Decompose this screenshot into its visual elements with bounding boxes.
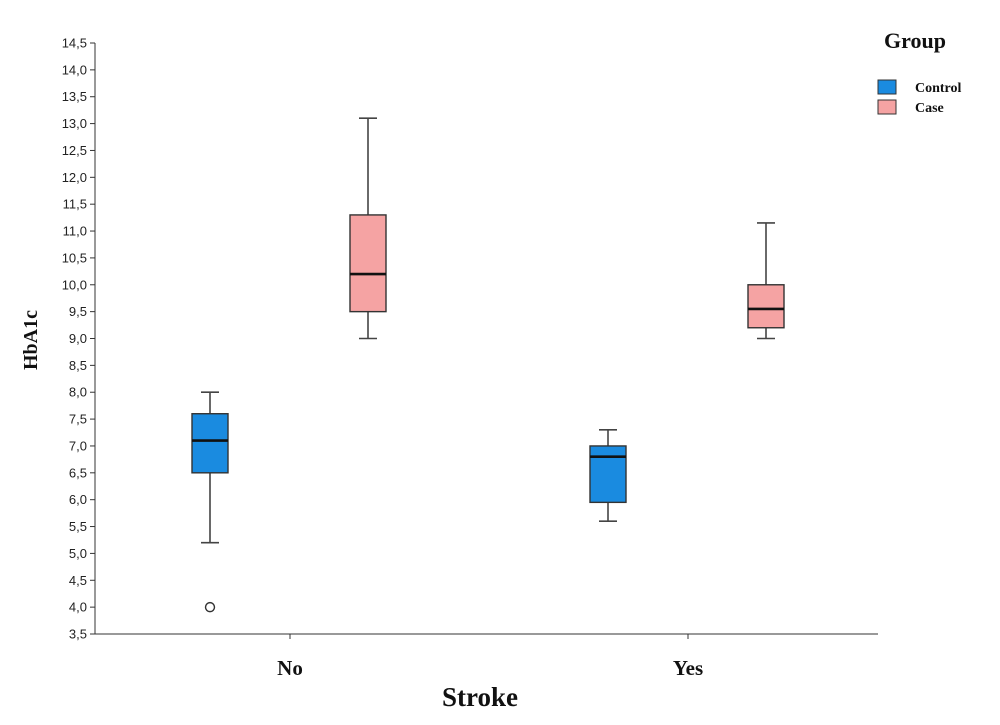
y-tick-label: 6,5 <box>69 465 87 480</box>
y-tick-label: 11,5 <box>63 197 87 212</box>
box-case-yes <box>747 222 785 340</box>
y-tick-label: 12,5 <box>62 143 87 158</box>
box-iqr <box>589 445 627 504</box>
box-control-no <box>191 391 229 613</box>
box-iqr <box>349 214 387 313</box>
y-axis: 3,5 4,0 4,5 5,0 5,5 6,0 6,5 7,0 7,5 8,0 8,5 9,0 9,5 1… <box>62 36 96 642</box>
y-tick-label: 12,0 <box>62 170 87 185</box>
legend-swatch-control <box>877 79 897 95</box>
y-tick-label: 4,5 <box>69 573 87 588</box>
legend-swatch-case <box>877 99 897 115</box>
legend-label-case: Case <box>915 101 944 116</box>
y-tick-label: 8,5 <box>69 358 87 373</box>
box-iqr <box>747 284 785 329</box>
y-tick-label: 10,0 <box>62 277 87 292</box>
y-tick-label: 13,5 <box>62 89 87 104</box>
y-tick-label: 5,0 <box>69 546 87 561</box>
y-tick-label: 8,0 <box>69 385 87 400</box>
y-tick-label: 4,0 <box>69 600 87 615</box>
x-tick-label: Yes <box>673 656 703 680</box>
y-tick-label: 7,0 <box>69 438 87 453</box>
box-case-no <box>349 117 387 340</box>
y-tick-label: 10,5 <box>62 250 87 265</box>
y-tick-label: 3,5 <box>69 627 87 642</box>
x-axis-title: Stroke <box>442 682 518 712</box>
y-tick-label: 11,0 <box>63 224 87 239</box>
y-tick-label: 14,5 <box>62 36 87 51</box>
box-control-yes <box>589 429 627 522</box>
box-iqr <box>191 413 229 474</box>
y-tick-label: 9,5 <box>69 304 87 319</box>
legend-title: Group <box>884 28 946 53</box>
y-axis-title: HbA1c <box>20 310 42 370</box>
outlier-point <box>204 601 216 613</box>
x-axis: No Yes <box>95 633 878 680</box>
box-group <box>191 117 785 613</box>
legend-label-control: Control <box>915 81 962 96</box>
y-tick-label: 14,0 <box>62 62 87 77</box>
y-tick-label: 9,0 <box>69 331 87 346</box>
y-tick-label: 5,5 <box>69 519 87 534</box>
legend: Group Control Case <box>877 28 962 116</box>
y-tick-label: 7,5 <box>69 412 87 427</box>
y-tick-label: 6,0 <box>69 492 87 507</box>
x-tick-label: No <box>277 656 303 680</box>
y-tick-label: 13,0 <box>62 116 87 131</box>
